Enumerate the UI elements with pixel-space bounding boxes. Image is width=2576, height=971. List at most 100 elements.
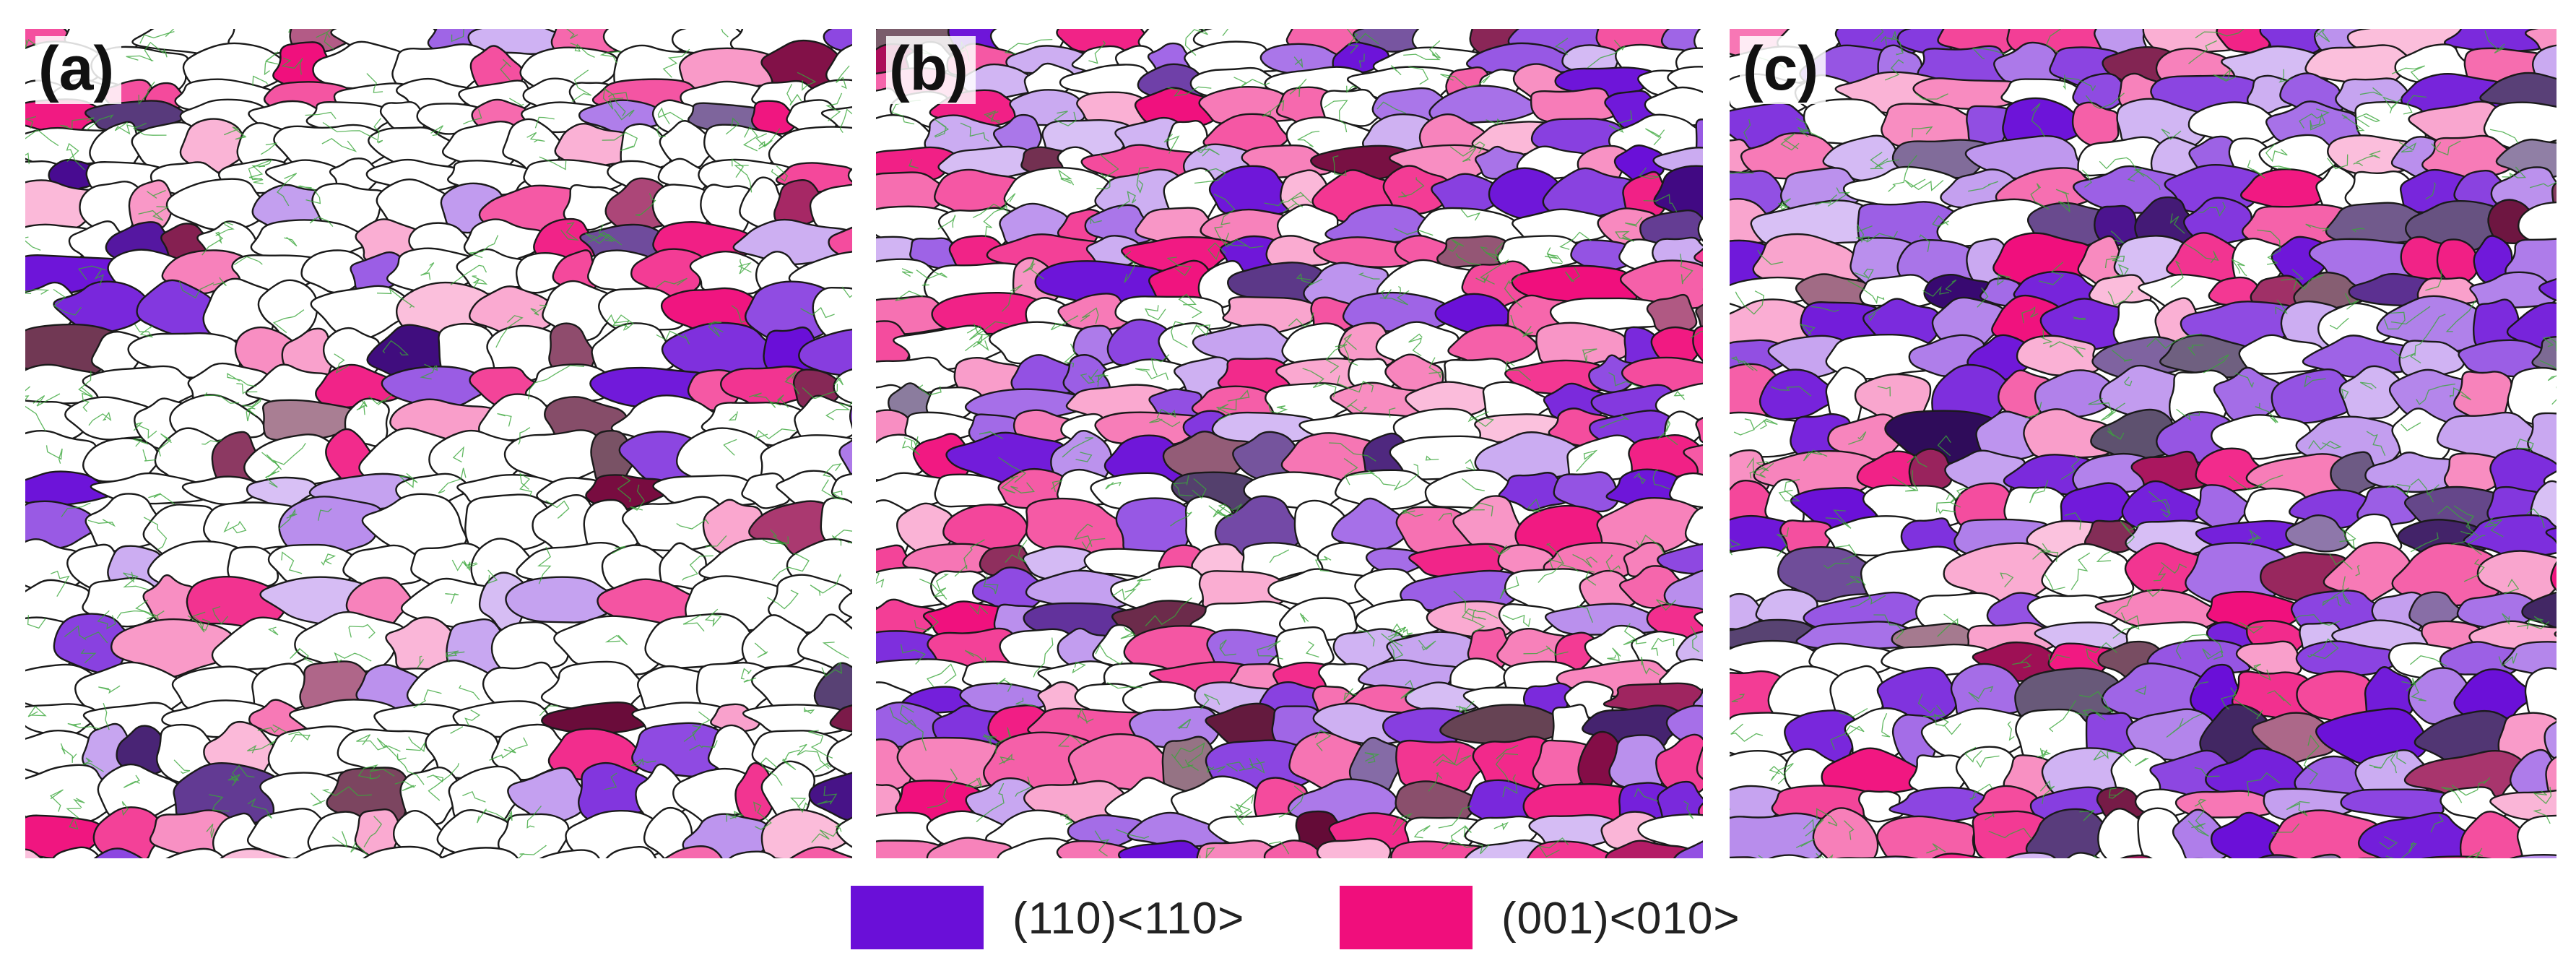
- grain: [823, 29, 852, 53]
- subgrain-boundary: [497, 413, 512, 427]
- subgrain-boundary: [1207, 765, 1226, 773]
- subgrain-boundary: [144, 41, 168, 61]
- subgrain-boundary: [998, 457, 1027, 483]
- subgrain-boundary: [298, 185, 321, 204]
- subgrain-boundary: [2425, 269, 2442, 291]
- grain: [1605, 840, 1698, 858]
- subgrain-boundary: [604, 634, 628, 645]
- subgrain-boundary: [206, 824, 214, 838]
- subgrain-boundary: [1565, 267, 1580, 282]
- grain: [1163, 167, 1221, 222]
- subgrain-boundary: [1972, 48, 2006, 60]
- subgrain-boundary: [212, 605, 228, 625]
- subgrain-boundary: [1033, 637, 1054, 678]
- grain: [1858, 790, 1904, 823]
- subgrain-boundary: [635, 193, 656, 216]
- grain: [1530, 87, 1618, 124]
- subgrain-boundary: [876, 572, 885, 588]
- subgrain-boundary: [1379, 290, 1410, 306]
- subgrain-boundary: [2202, 648, 2224, 660]
- subgrain-boundary: [2315, 29, 2330, 43]
- subgrain-boundary: [916, 269, 947, 280]
- subgrain-boundary: [272, 309, 305, 334]
- grain: [833, 368, 852, 405]
- subgrain-boundary: [825, 400, 852, 420]
- subgrain-boundary: [811, 827, 840, 843]
- grain: [829, 704, 852, 733]
- subgrain-boundary: [1226, 758, 1254, 772]
- subgrain-boundary: [60, 117, 95, 130]
- subgrain-boundary: [1472, 609, 1486, 633]
- subgrain-boundary: [1877, 386, 1891, 397]
- subgrain-boundary: [1849, 595, 1886, 608]
- subgrain-boundary: [358, 400, 368, 410]
- subgrain-boundary: [2272, 165, 2291, 170]
- subgrain-boundary: [1657, 420, 1678, 446]
- subgrain-boundary: [2183, 243, 2219, 264]
- subgrain-boundary: [972, 203, 1006, 218]
- subgrain-boundary: [157, 433, 172, 457]
- subgrain-boundary: [2410, 532, 2439, 553]
- subgrain-boundary: [25, 129, 59, 147]
- ebsd-map-a: [25, 29, 852, 858]
- subgrain-boundary: [1425, 455, 1439, 461]
- subgrain-boundary: [324, 32, 334, 50]
- subgrain-boundary: [1314, 730, 1332, 751]
- subgrain-boundary: [797, 72, 817, 91]
- subgrain-boundary: [1050, 315, 1079, 331]
- subgrain-boundary: [742, 126, 758, 152]
- grain: [630, 248, 705, 297]
- subgrain-boundary: [1343, 688, 1357, 701]
- grain: [278, 496, 383, 558]
- subgrain-boundary: [1449, 146, 1477, 163]
- subgrain-boundary: [2484, 517, 2504, 538]
- subgrain-boundary: [1884, 59, 1904, 81]
- subgrain-boundary: [25, 386, 46, 431]
- subgrain-boundary: [2039, 780, 2055, 804]
- subgrain-boundary: [2294, 614, 2341, 626]
- subgrain-boundary: [1200, 694, 1220, 710]
- subgrain-boundary: [571, 69, 592, 102]
- subgrain-boundary: [2169, 213, 2185, 234]
- subgrain-boundary: [27, 705, 47, 717]
- ebsd-map-panel-a: (a): [25, 29, 852, 858]
- subgrain-boundary: [1381, 633, 1404, 660]
- legend-label-001-010: (001)<010>: [1501, 894, 1740, 944]
- subgrain-boundary: [2040, 329, 2053, 345]
- grain: [1675, 630, 1703, 668]
- subgrain-boundary: [134, 324, 153, 338]
- subgrain-boundary: [608, 92, 628, 101]
- subgrain-boundary: [1455, 253, 1482, 266]
- subgrain-boundary: [2085, 92, 2125, 110]
- subgrain-boundary: [937, 215, 956, 230]
- subgrain-boundary: [734, 165, 753, 193]
- grain: [74, 661, 194, 715]
- subgrain-boundary: [2153, 566, 2167, 582]
- grain: [788, 251, 852, 292]
- subgrain-boundary: [116, 610, 165, 620]
- subgrain-boundary: [1358, 53, 1365, 68]
- subgrain-boundary: [1462, 478, 1485, 491]
- grain: [1431, 173, 1505, 215]
- subgrain-boundary: [192, 611, 210, 631]
- grain: [1695, 303, 1703, 329]
- subgrain-boundary: [2359, 381, 2377, 390]
- grain: [1596, 496, 1703, 558]
- grain: [1668, 472, 1703, 509]
- subgrain-boundary: [1163, 134, 1180, 154]
- subgrain-boundary: [748, 392, 781, 408]
- grain: [2550, 561, 2557, 592]
- grain: [310, 285, 415, 342]
- grain: [2538, 277, 2557, 302]
- grain: [524, 363, 610, 410]
- subgrain-boundary: [918, 384, 942, 396]
- subgrain-boundary: [356, 405, 367, 415]
- grain: [1696, 746, 1703, 780]
- grain: [553, 615, 674, 676]
- subgrain-boundary: [2120, 520, 2141, 545]
- legend-label-110-110: (110)<110>: [1012, 894, 1245, 944]
- grain: [2116, 98, 2211, 150]
- subgrain-boundary: [1218, 504, 1243, 516]
- subgrain-boundary: [1453, 590, 1486, 621]
- subgrain-boundary: [366, 73, 383, 93]
